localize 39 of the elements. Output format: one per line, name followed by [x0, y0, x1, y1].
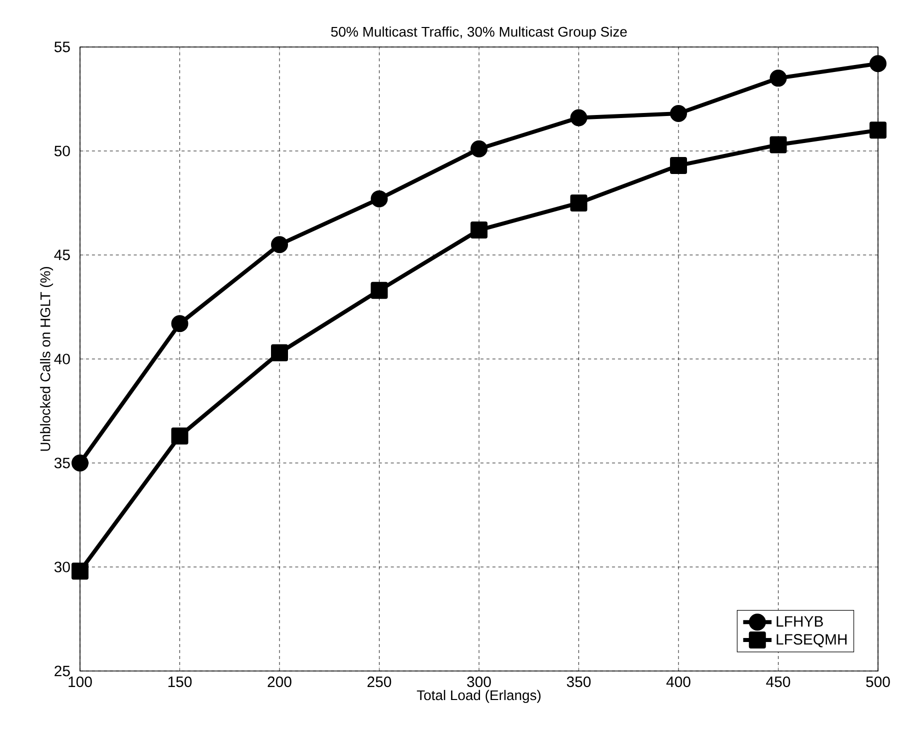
point: [72, 454, 89, 472]
y-tick-label: 35: [54, 458, 70, 468]
y-tick-label: 25: [54, 666, 70, 676]
point: [370, 282, 388, 299]
x-tick-label: 150: [168, 676, 192, 688]
x-tick-label: 200: [268, 676, 292, 688]
x-tick-label: 450: [766, 676, 790, 688]
y-axis-title: Unblocked Calls on HGLT (%): [40, 266, 54, 451]
point: [670, 157, 688, 174]
point: [370, 190, 388, 208]
chart-title: 50% Multicast Traffic, 30% Multicast Group Size: [331, 26, 627, 40]
x-tick-label: 350: [566, 676, 591, 688]
x-tick-label: 400: [666, 676, 690, 688]
x-tick-label: 100: [68, 676, 92, 688]
point: [870, 122, 887, 139]
legend-label: LFHYB: [776, 616, 823, 627]
point: [570, 194, 588, 212]
x-tick-label: 250: [368, 676, 392, 688]
x-axis-title: Total Load (Erlangs): [416, 690, 541, 703]
point: [271, 236, 288, 254]
point: [470, 222, 488, 239]
point: [770, 70, 787, 87]
y-tick-label: 40: [54, 354, 70, 364]
point: [171, 427, 188, 444]
point: [72, 562, 89, 580]
x-tick-label: 300: [467, 676, 491, 688]
point: [870, 55, 887, 72]
point: [570, 109, 588, 126]
y-tick-label: 50: [54, 146, 70, 156]
y-tick-label: 30: [54, 562, 70, 572]
y-tick-label: 55: [54, 42, 70, 52]
legend-label: LFSEQMH: [776, 634, 847, 648]
point: [770, 136, 787, 154]
y-tick-label: 45: [54, 250, 70, 260]
point: [470, 140, 488, 158]
x-tick-label: 500: [866, 676, 890, 688]
point: [271, 344, 288, 362]
point: [171, 315, 188, 332]
point: [670, 105, 688, 122]
